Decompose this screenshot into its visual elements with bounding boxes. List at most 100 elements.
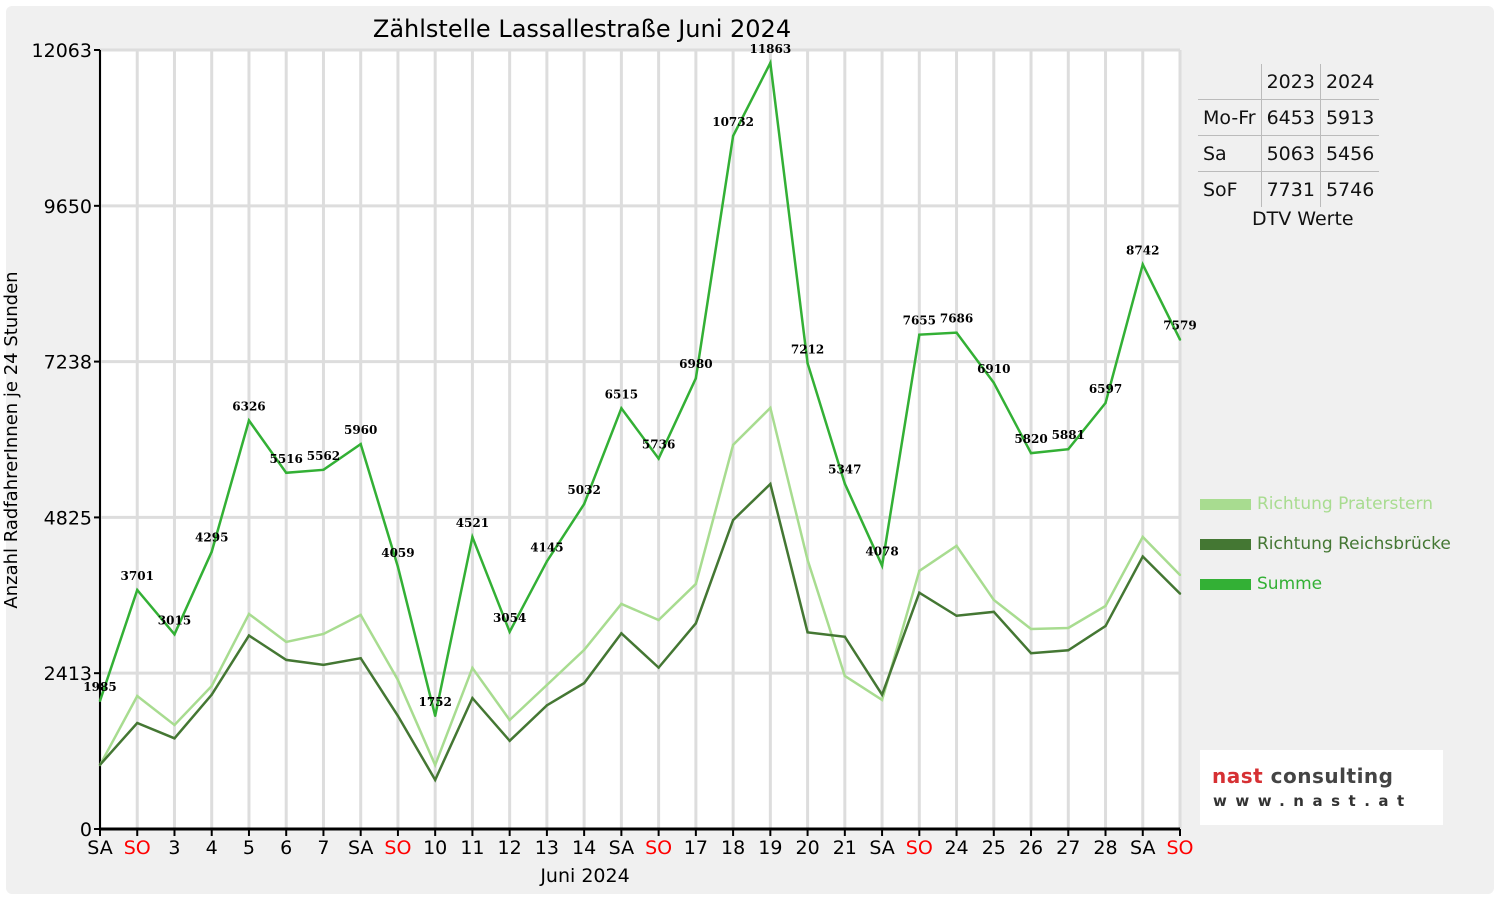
data-point (620, 632, 623, 635)
dtv-header-2024: 2024 (1319, 64, 1380, 100)
legend-item-praterstern: Richtung Praterstern (1200, 494, 1433, 514)
data-point (545, 683, 549, 687)
data-label: 6326 (232, 399, 265, 413)
data-label: 5820 (1014, 432, 1047, 446)
data-label: 4059 (381, 546, 414, 560)
data-point (173, 723, 176, 727)
y-tick-label: 12063 (32, 40, 92, 62)
data-point (1029, 627, 1033, 631)
x-tick-label: SA (869, 837, 894, 859)
dtv-row-label: SoF (1203, 178, 1238, 201)
data-point (285, 640, 288, 644)
data-point (508, 739, 511, 742)
y-tick-label: 2413 (44, 663, 92, 685)
data-label: 6515 (605, 387, 638, 401)
data-point (471, 696, 474, 700)
dtv-row-label: Mo-Fr (1198, 99, 1262, 136)
data-point (992, 381, 995, 384)
data-point (1104, 401, 1107, 405)
data-point (210, 550, 213, 553)
data-label: 8742 (1126, 243, 1159, 257)
nast-consulting-logo: nast consulting www.nast.at (1200, 750, 1443, 825)
x-tick-label: 19 (758, 837, 782, 859)
data-point (247, 419, 251, 422)
data-label: 5960 (344, 423, 377, 437)
data-point (657, 618, 660, 622)
x-tick-label: 6 (280, 837, 292, 859)
legend-item-summe: Summe (1200, 574, 1322, 594)
x-tick-label: 10 (423, 837, 447, 859)
data-point (843, 635, 847, 638)
data-point (98, 763, 102, 767)
x-tick-label: 26 (1019, 837, 1043, 859)
data-label: 3701 (121, 569, 154, 583)
y-tick-label: 7238 (44, 352, 92, 374)
data-point (508, 718, 511, 722)
logo-text: nast (1212, 764, 1264, 788)
data-point (657, 457, 660, 460)
data-point (1141, 263, 1144, 266)
dtv-table: 2023 2024 Mo-Fr 6453 5913 Sa 5063 5456 SoF 773… (1198, 64, 1380, 207)
logo-url: www.nast.at (1213, 792, 1413, 810)
data-point (582, 648, 586, 652)
data-point (806, 631, 809, 634)
data-point (173, 737, 176, 740)
data-point (731, 443, 735, 447)
dtv-value: 5063 (1260, 135, 1321, 172)
dtv-value: 5746 (1319, 171, 1380, 207)
data-point (471, 535, 474, 539)
series-line-2 (98, 58, 1182, 717)
data-point (769, 482, 772, 486)
data-label: 4145 (530, 540, 563, 554)
data-point (322, 468, 325, 472)
legend-swatch (1200, 538, 1251, 550)
legend-label: Richtung Praterstern (1257, 494, 1433, 514)
x-tick-label: 4 (206, 837, 218, 859)
data-point (1067, 626, 1070, 630)
series-line-0 (98, 405, 1181, 769)
data-label: 7655 (903, 314, 936, 328)
x-axis-label: Juni 2024 (539, 865, 629, 887)
y-tick-label: 4825 (44, 507, 92, 529)
y-tick-label: 9650 (44, 196, 92, 218)
data-label: 6980 (679, 357, 712, 371)
data-point (285, 471, 288, 474)
data-point (657, 666, 660, 669)
data-point (433, 763, 437, 767)
data-point (1141, 555, 1144, 558)
data-point (992, 610, 995, 614)
data-point (136, 721, 139, 725)
data-point (620, 602, 623, 606)
data-label: 6910 (977, 362, 1010, 376)
x-tick-label: SO (1166, 837, 1193, 859)
data-point (1067, 649, 1070, 652)
x-tick-label: SO (384, 837, 411, 859)
data-label: 6597 (1089, 382, 1122, 396)
data-point (545, 704, 549, 707)
data-point (1141, 535, 1144, 539)
legend-label: Summe (1257, 574, 1323, 594)
dtv-value: 6453 (1260, 99, 1321, 136)
x-tick-label: 11 (460, 837, 484, 859)
data-point (98, 699, 102, 703)
data-point (769, 406, 772, 410)
y-axis-label: Anzahl RadfahrerInnen je 24 Stunden (1, 271, 22, 608)
data-point (1029, 652, 1033, 655)
data-point (582, 681, 586, 685)
data-label: 1985 (83, 680, 116, 694)
data-point (731, 518, 735, 522)
y-tick-label: 0 (80, 819, 92, 841)
x-tick-label: 21 (833, 837, 857, 859)
data-point (955, 614, 958, 617)
data-point (880, 698, 884, 702)
series-line-1 (99, 481, 1181, 783)
data-label: 7579 (1163, 319, 1196, 333)
chart-title: Zählstelle Lassallestraße Juni 2024 (373, 15, 791, 43)
data-point (955, 544, 958, 548)
dtv-caption: DTV Werte (1252, 208, 1354, 230)
data-point (694, 622, 698, 625)
legend-label: Richtung Reichsbrücke (1257, 534, 1451, 554)
data-point (136, 694, 139, 698)
data-point (396, 714, 400, 718)
data-label: 5032 (567, 483, 600, 497)
